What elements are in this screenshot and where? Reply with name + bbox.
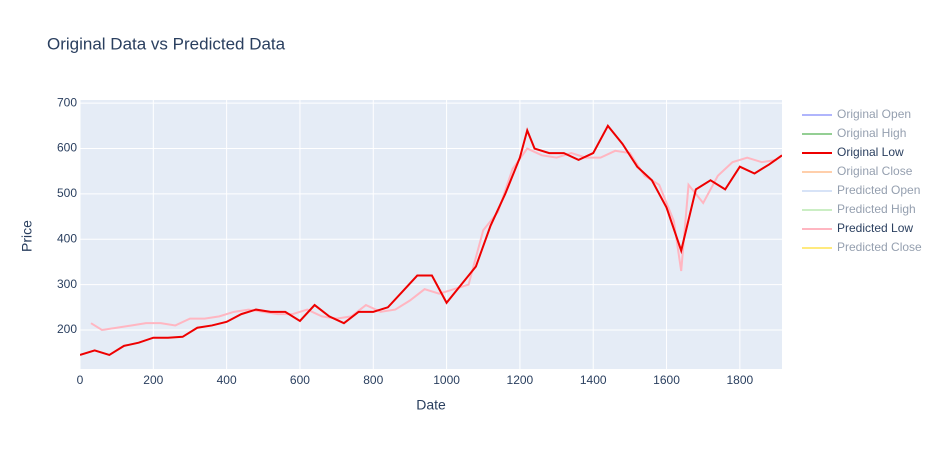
x-tick-label: 1400 [580,373,607,387]
y-tick-label: 400 [57,231,77,245]
legend-item[interactable]: Original Open [802,107,911,121]
y-tick-label: 300 [57,277,77,291]
legend-item[interactable]: Predicted Low [802,221,913,235]
x-tick-label: 1200 [507,373,534,387]
x-tick-label: 1600 [653,373,680,387]
legend-label: Original Low [837,145,904,159]
legend-item[interactable]: Predicted High [802,202,916,216]
legend-label: Predicted Close [837,240,922,254]
legend-label: Original High [837,126,906,140]
legend-item[interactable]: Original Close [802,164,913,178]
legend-label: Original Close [837,164,913,178]
legend-label: Original Open [837,107,911,121]
x-tick-label: 0 [77,373,84,387]
x-tick-label: 200 [143,373,163,387]
legend-item[interactable]: Predicted Close [802,240,922,254]
y-axis-title: Price [19,220,35,252]
y-tick-label: 700 [57,95,77,109]
legend-label: Predicted High [837,202,916,216]
data-line [80,124,782,357]
x-tick-label: 800 [363,373,383,387]
legend-item[interactable]: Original Low [802,145,904,159]
x-tick-label: 600 [290,373,310,387]
legend-label: Predicted Low [837,221,913,235]
plot-area [80,100,782,369]
x-tick-label: 1000 [433,373,460,387]
x-axis-title: Date [416,397,446,413]
data-line [90,147,777,332]
y-tick-label: 200 [57,322,77,336]
chart-title: Original Data vs Predicted Data [47,34,286,53]
y-tick-label: 600 [57,141,77,155]
legend-item[interactable]: Original High [802,126,906,140]
x-tick-label: 1800 [726,373,753,387]
x-tick-label: 400 [217,373,237,387]
legend-item[interactable]: Predicted Open [802,183,920,197]
y-tick-label: 500 [57,186,77,200]
legend-label: Predicted Open [837,183,920,197]
